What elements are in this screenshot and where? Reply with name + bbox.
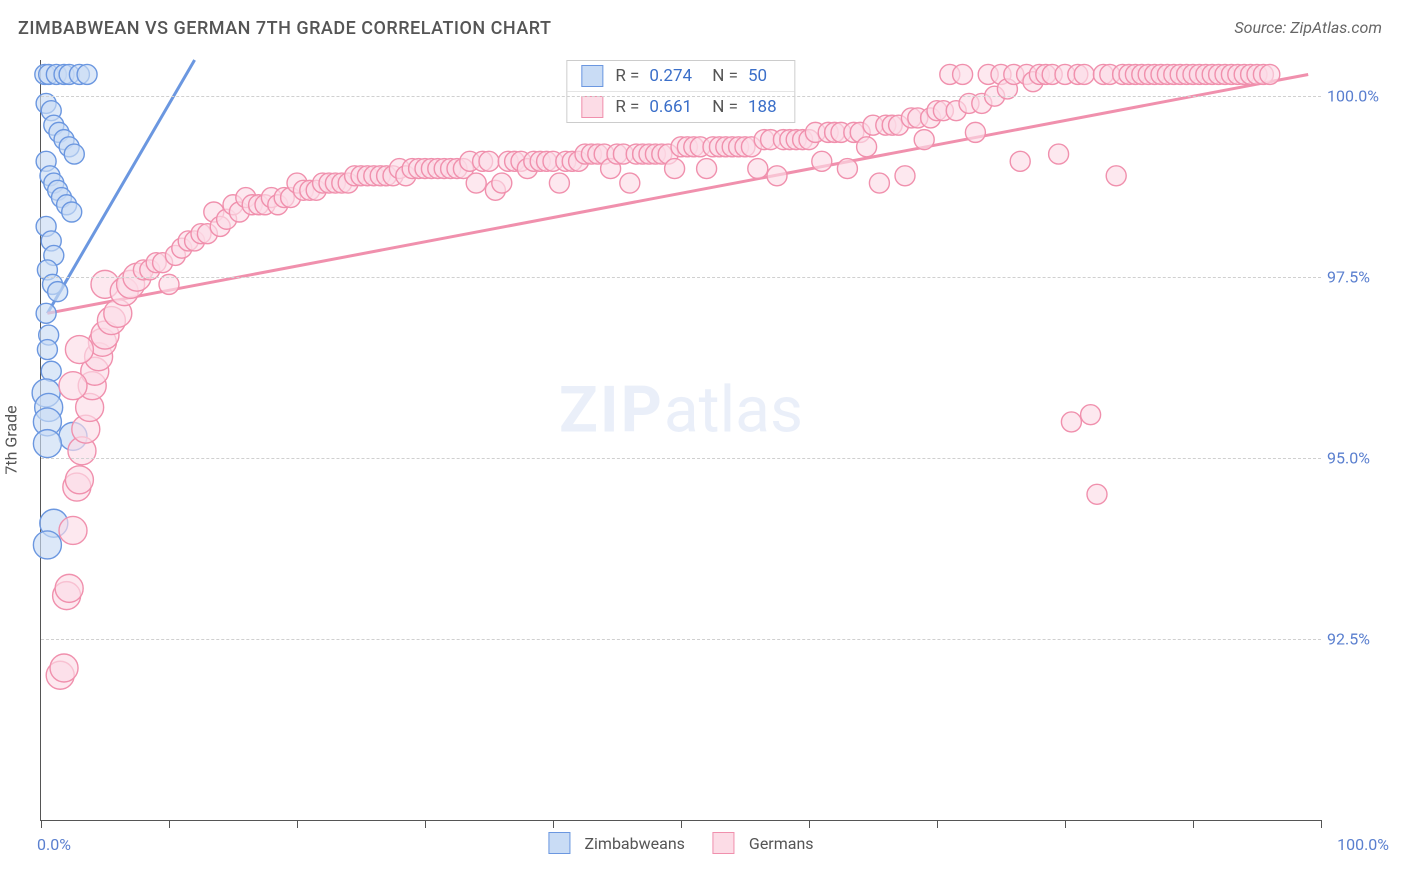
data-point <box>41 361 61 381</box>
swatch-zimbabweans-icon <box>548 832 570 854</box>
data-point <box>36 303 56 323</box>
data-point <box>59 516 87 544</box>
data-point <box>50 654 78 682</box>
x-tick-mark <box>425 820 426 828</box>
data-point <box>62 202 82 222</box>
R-label: R = <box>615 66 639 86</box>
data-point <box>1074 64 1094 84</box>
gridline <box>41 96 1321 97</box>
data-point <box>1260 64 1280 84</box>
x-tick-mark <box>937 820 938 828</box>
data-point <box>837 159 857 179</box>
x-tick-mark <box>681 820 682 828</box>
data-point <box>914 130 934 150</box>
data-point <box>1081 405 1101 425</box>
data-point <box>77 64 97 84</box>
data-point <box>479 151 499 171</box>
data-point <box>65 466 93 494</box>
stats-legend-row-zimbabweans: R = 0.274 N = 50 <box>567 61 794 91</box>
x-tick-mark <box>41 820 42 828</box>
swatch-germans-icon <box>581 96 603 118</box>
data-point <box>33 531 61 559</box>
data-point <box>620 173 640 193</box>
chart-plot-area: 7th Grade ZIPatlas R = 0.274 N = 50 R = … <box>40 60 1321 821</box>
data-point <box>869 173 889 193</box>
y-tick-label: 95.0% <box>1327 449 1397 468</box>
data-point <box>64 144 84 164</box>
data-point <box>65 336 93 364</box>
chart-svg-layer <box>41 60 1321 820</box>
gridline <box>41 458 1321 459</box>
x-tick-mark <box>553 820 554 828</box>
N-label: N = <box>712 97 738 117</box>
y-tick-label: 97.5% <box>1327 268 1397 287</box>
x-tick-mark <box>1065 820 1066 828</box>
gridline <box>41 639 1321 640</box>
x-tick-mark <box>1321 820 1322 828</box>
stats-legend: R = 0.274 N = 50 R = 0.661 N = 188 <box>566 60 795 123</box>
data-point <box>1106 166 1126 186</box>
data-point <box>1061 412 1081 432</box>
chart-title: ZIMBABWEAN VS GERMAN 7TH GRADE CORRELATI… <box>18 18 551 39</box>
data-point <box>549 173 569 193</box>
series-legend: Zimbabweans Germans <box>548 832 813 854</box>
N-value-germans: 188 <box>744 97 781 117</box>
R-value-zimbabweans: 0.274 <box>645 66 696 86</box>
data-point <box>59 372 87 400</box>
data-point <box>48 282 68 302</box>
data-point <box>965 122 985 142</box>
data-point <box>1087 484 1107 504</box>
x-axis-min-label: 0.0% <box>37 835 71 854</box>
data-point <box>1010 151 1030 171</box>
y-tick-label: 92.5% <box>1327 630 1397 649</box>
legend-label-zimbabweans: Zimbabweans <box>584 834 684 853</box>
R-label: R = <box>615 97 639 117</box>
x-axis-max-label: 100.0% <box>1337 835 1389 854</box>
data-point <box>767 166 787 186</box>
data-point <box>55 574 83 602</box>
data-point <box>857 137 877 157</box>
data-point <box>492 173 512 193</box>
N-label: N = <box>712 66 738 86</box>
gridline <box>41 277 1321 278</box>
data-point <box>812 151 832 171</box>
legend-item-zimbabweans: Zimbabweans <box>548 832 684 854</box>
x-tick-mark <box>1193 820 1194 828</box>
data-point <box>895 166 915 186</box>
data-point <box>697 159 717 179</box>
data-point <box>466 173 486 193</box>
source-attribution: Source: ZipAtlas.com <box>1234 18 1382 37</box>
N-value-zimbabweans: 50 <box>744 66 771 86</box>
y-axis-label: 7th Grade <box>2 405 21 474</box>
data-point <box>1049 144 1069 164</box>
legend-item-germans: Germans <box>713 832 814 854</box>
swatch-zimbabweans-icon <box>581 65 603 87</box>
data-point <box>953 64 973 84</box>
data-point <box>665 159 685 179</box>
x-tick-mark <box>809 820 810 828</box>
data-point <box>37 340 57 360</box>
data-point <box>33 430 61 458</box>
data-point <box>748 159 768 179</box>
y-tick-label: 100.0% <box>1327 87 1397 106</box>
x-tick-mark <box>169 820 170 828</box>
legend-label-germans: Germans <box>749 834 814 853</box>
swatch-germans-icon <box>713 832 735 854</box>
x-tick-mark <box>297 820 298 828</box>
R-value-germans: 0.661 <box>645 97 696 117</box>
